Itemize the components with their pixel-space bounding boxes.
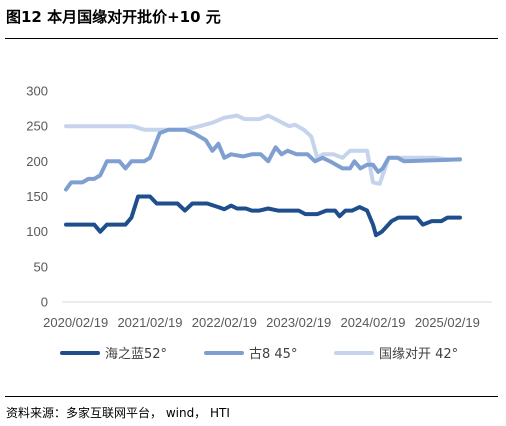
y-tick-label: 300 xyxy=(26,84,48,99)
x-tick-label: 2020/02/19 xyxy=(43,315,108,330)
x-tick-label: 2022/02/19 xyxy=(192,315,257,330)
y-tick-label: 150 xyxy=(26,189,48,204)
x-tick-label: 2024/02/19 xyxy=(340,315,405,330)
series-line-2 xyxy=(64,127,462,192)
title-rule xyxy=(5,38,498,39)
y-tick-label: 250 xyxy=(26,119,48,134)
y-tick-label: 100 xyxy=(26,224,48,239)
legend-label-1: 海之蓝52° xyxy=(105,347,167,362)
x-tick-label: 2021/02/19 xyxy=(117,315,182,330)
y-axis-ticks: 0 50 100 150 200 250 300 xyxy=(26,84,48,310)
y-tick-label: 200 xyxy=(26,154,48,169)
figure-title: 图12 本月国缘对开批价+10 元 xyxy=(6,8,221,26)
legend-label-2: 古8 45° xyxy=(249,347,297,362)
series-lines xyxy=(64,113,462,238)
legend: 海之蓝52° 古8 45° 国缘对开 42° xyxy=(60,347,458,362)
x-axis-ticks: 2020/02/19 2021/02/19 2022/02/19 2023/02/19… xyxy=(43,315,480,330)
source-note: 资料来源：多家互联网平台， wind， HTI xyxy=(6,406,230,420)
x-tick-label: 2023/02/19 xyxy=(266,315,331,330)
source-rule xyxy=(5,396,498,397)
y-tick-label: 50 xyxy=(34,259,48,274)
x-tick-label: 2025/02/19 xyxy=(415,315,480,330)
series-line-1 xyxy=(64,194,462,238)
y-tick-label: 0 xyxy=(41,295,48,310)
series-line-3 xyxy=(64,113,462,186)
legend-label-3: 国缘对开 42° xyxy=(379,347,458,362)
